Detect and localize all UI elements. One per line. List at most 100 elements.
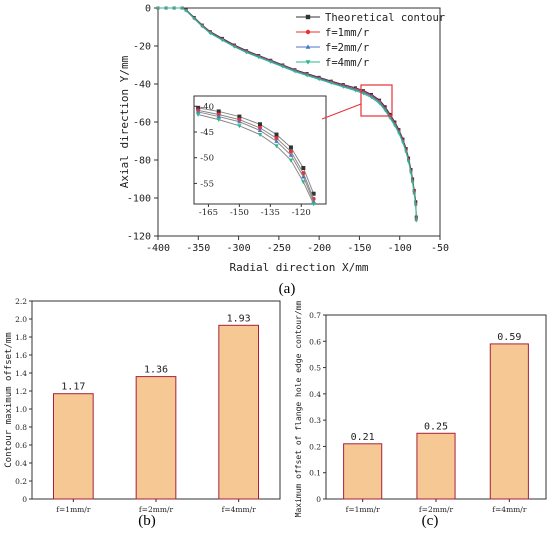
y-tick-label: 0.3 bbox=[309, 416, 321, 425]
data-point bbox=[369, 96, 374, 100]
y-tick-label: 0 bbox=[22, 495, 27, 504]
data-point bbox=[220, 39, 225, 43]
data-point bbox=[383, 109, 387, 113]
inset-data-point bbox=[257, 132, 263, 137]
data-point bbox=[281, 65, 285, 69]
data-point bbox=[406, 160, 411, 164]
x-tick-label: -50 bbox=[431, 243, 449, 254]
inset-series-line bbox=[198, 109, 315, 200]
y-tick-label: -20 bbox=[133, 42, 151, 53]
data-point bbox=[404, 151, 408, 155]
data-point bbox=[293, 70, 297, 74]
y-tick-label: 0.2 bbox=[15, 477, 27, 486]
y-tick-label: -100 bbox=[127, 194, 151, 205]
y-tick-label: 2.2 bbox=[15, 297, 27, 306]
x-tick-label: -350 bbox=[186, 243, 210, 254]
inset-data-point bbox=[258, 125, 262, 130]
data-point bbox=[409, 172, 413, 176]
panel-a-inset-zoom: -165 -150 -135 -120 -40 -45 -50 -55 bbox=[193, 95, 327, 218]
bar-value-label: 1.17 bbox=[61, 382, 85, 393]
data-point bbox=[361, 92, 366, 96]
inset-data-point bbox=[258, 122, 262, 127]
data-point bbox=[269, 60, 273, 64]
data-point bbox=[305, 74, 309, 78]
inset-data-point bbox=[288, 145, 293, 150]
y-tick-label: 0.4 bbox=[309, 390, 321, 399]
inset-data-point bbox=[288, 152, 294, 157]
data-point bbox=[317, 78, 321, 82]
inset-data-point bbox=[301, 166, 306, 170]
bar-value-label: 0.59 bbox=[497, 332, 521, 343]
y-tick-label: -40 bbox=[133, 80, 151, 91]
inset-y-tick-label: -40 bbox=[200, 102, 214, 112]
bar bbox=[52, 393, 94, 500]
y-tick-label: 0.6 bbox=[15, 441, 27, 450]
inset-x-tick-label: -150 bbox=[230, 208, 249, 218]
data-point bbox=[184, 9, 188, 13]
bar-value-label: 0.25 bbox=[424, 421, 448, 432]
data-point bbox=[164, 6, 168, 10]
legend-label: f=2mm/r bbox=[325, 42, 369, 54]
inset-data-point bbox=[237, 119, 242, 124]
x-tick-label: -100 bbox=[388, 243, 412, 254]
zoom-region-box bbox=[360, 84, 393, 117]
inset-data-point bbox=[301, 180, 306, 185]
y-tick-label: 0.5 bbox=[309, 364, 321, 373]
y-tick-label: 0.4 bbox=[15, 459, 27, 468]
data-point bbox=[393, 124, 397, 128]
bar bbox=[218, 324, 260, 500]
inset-x-tick-label: -135 bbox=[261, 208, 280, 218]
legend-label: f=1mm/r bbox=[325, 27, 369, 39]
panel-b-y-axis-title: Contour maximum offset/mm bbox=[4, 332, 14, 467]
y-tick-label: 1.2 bbox=[15, 387, 27, 396]
inset-y-tick-label: -45 bbox=[200, 128, 214, 138]
panel-c-label: (c) bbox=[422, 513, 439, 529]
x-tick-label: -400 bbox=[146, 243, 170, 254]
panel-c-y-axis-title: Maximum offset of flange hole edge conto… bbox=[294, 300, 303, 517]
legend-label: f=4mm/r bbox=[325, 57, 369, 69]
data-point bbox=[397, 128, 401, 132]
panel-a-legend: Theoretical contour f=1mm/r f=2mm/r f=4mm/r bbox=[296, 12, 445, 69]
y-tick-label: 0.1 bbox=[309, 469, 321, 478]
y-tick-label: 0 bbox=[145, 4, 151, 15]
y-tick-label: 0.6 bbox=[309, 337, 321, 346]
inset-data-point bbox=[311, 202, 316, 207]
inset-y-tick-label: -55 bbox=[200, 179, 214, 189]
x-tick-label: f=2mm/r bbox=[139, 505, 174, 514]
data-point bbox=[341, 85, 345, 89]
inset-x-tick-label: -120 bbox=[292, 208, 311, 218]
data-point bbox=[172, 6, 176, 10]
data-point bbox=[353, 89, 358, 93]
inset-data-point bbox=[195, 112, 201, 117]
y-tick-label: 1.8 bbox=[15, 333, 27, 342]
inset-series-line bbox=[198, 114, 315, 205]
bar bbox=[489, 343, 529, 500]
inset-data-point bbox=[274, 144, 279, 149]
y-tick-label: 2.0 bbox=[15, 315, 27, 324]
panel-a-label: (a) bbox=[279, 281, 296, 297]
inset-y-tick-label: -50 bbox=[200, 154, 214, 164]
data-point bbox=[410, 181, 415, 185]
data-point bbox=[156, 6, 160, 10]
y-tick-label: -80 bbox=[133, 156, 151, 167]
inset-data-point bbox=[301, 174, 306, 179]
panel-a-y-axis-title: Axial direction Y/mm bbox=[118, 55, 131, 188]
data-point bbox=[401, 141, 405, 145]
panel-b-bar-chart: 0 0.2 0.4 0.6 0.8 1.0 1.2 1.4 1.6 1.8 2.0 2.2 1.17 1… bbox=[4, 297, 281, 529]
data-point bbox=[388, 117, 392, 120]
inset-data-point bbox=[288, 158, 294, 163]
inset-data-point bbox=[216, 114, 221, 119]
x-tick-label: -300 bbox=[227, 243, 251, 254]
panel-b-label: (b) bbox=[138, 513, 156, 529]
inset-data-point bbox=[196, 105, 201, 110]
x-tick-label: f=4mm/r bbox=[222, 505, 257, 514]
data-point bbox=[232, 45, 237, 49]
data-point bbox=[412, 193, 416, 196]
x-tick-label: f=1mm/r bbox=[346, 505, 381, 514]
data-point bbox=[414, 219, 418, 223]
y-tick-label: 0.2 bbox=[309, 442, 321, 451]
zoom-connector-line bbox=[321, 103, 362, 120]
bar bbox=[343, 443, 383, 500]
y-tick-label: -120 bbox=[127, 232, 151, 243]
